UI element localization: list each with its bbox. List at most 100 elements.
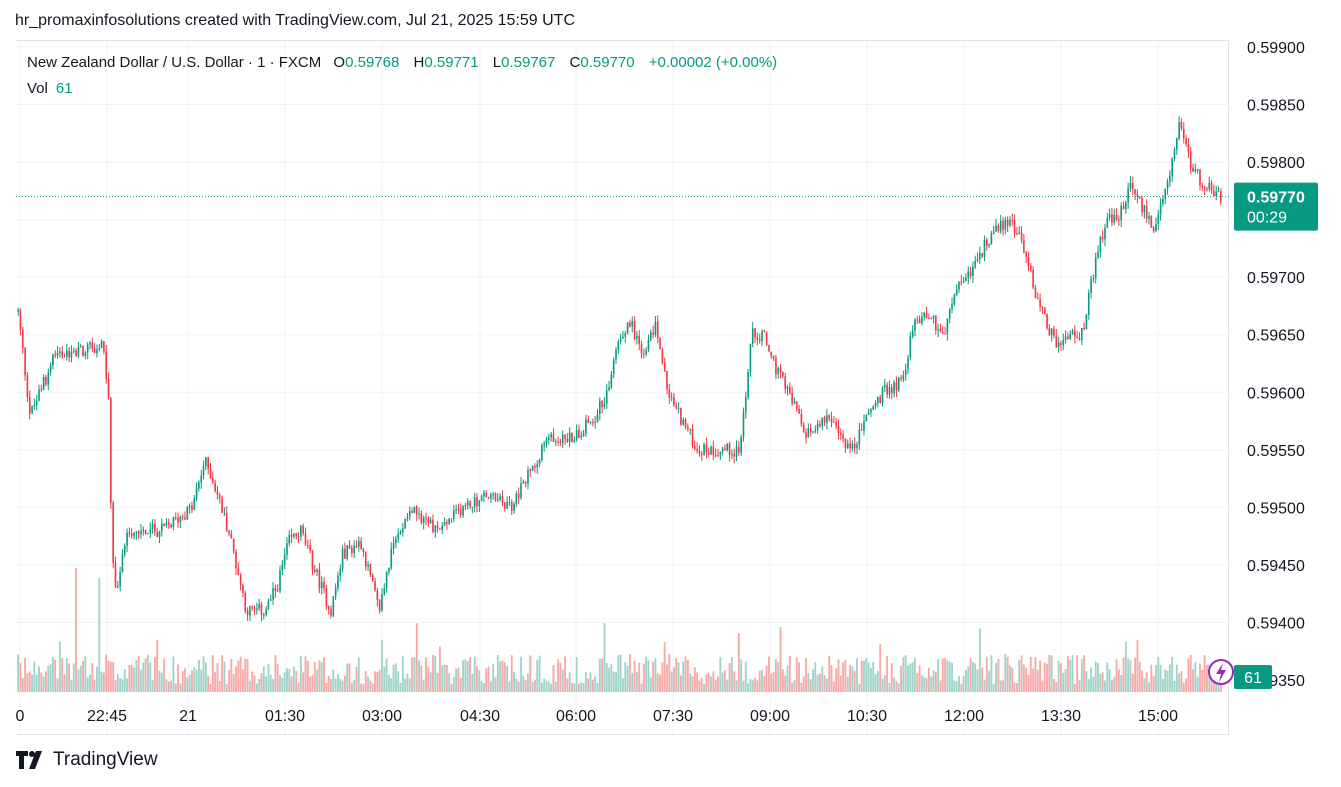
volume-bar [151, 679, 154, 692]
volume-bar [515, 678, 518, 692]
volume-bar [267, 663, 270, 692]
candle-body [262, 614, 265, 616]
volume-bar [888, 682, 891, 692]
candle-body [269, 599, 272, 601]
candle-body [1106, 217, 1109, 228]
candle-body [68, 350, 70, 358]
candle-body [911, 330, 914, 337]
volume-bar [337, 674, 339, 692]
candle-body [865, 414, 868, 422]
volume-bar [35, 674, 38, 692]
volume-bar [865, 657, 868, 692]
volume-bar [510, 655, 513, 692]
volume-bar [1192, 669, 1194, 692]
volume-bar [860, 660, 863, 692]
candle-body [893, 382, 895, 394]
volume-bar [772, 672, 775, 692]
candle-body [751, 328, 754, 344]
candle-body [605, 390, 608, 404]
volume-bar [976, 669, 979, 692]
volume-bar [323, 657, 325, 692]
candle-body [793, 401, 796, 404]
candle-body [28, 396, 31, 414]
volume-bar [934, 672, 937, 692]
volume-bar [1015, 683, 1018, 692]
chart-pane[interactable] [16, 40, 1229, 735]
volume-bar [33, 661, 36, 692]
volume-bar [566, 678, 569, 692]
volume-bar [91, 663, 94, 692]
volume-bar [777, 662, 780, 692]
volume-bar [142, 662, 145, 692]
candle-body [225, 512, 228, 531]
volume-bar [1048, 655, 1051, 692]
candle-body [137, 531, 140, 535]
volume-bar [874, 674, 877, 692]
volume-bar [853, 670, 856, 692]
chart-header: hr_promaxinfosolutions created with Trad… [15, 12, 576, 29]
candle-body [826, 415, 828, 423]
volume-bar [575, 657, 578, 692]
volume-bar [578, 683, 580, 692]
volume-bar [1090, 667, 1092, 692]
candle-body [728, 443, 731, 455]
candle-body [983, 239, 986, 257]
candle-body [999, 221, 1002, 232]
candle-body [205, 457, 207, 467]
candle-body [17, 309, 19, 312]
candle-body [809, 428, 812, 433]
candle-body [1043, 307, 1046, 315]
candle-body [1178, 122, 1180, 139]
volume-bar [927, 667, 930, 692]
volume-bar [812, 669, 814, 692]
volume-bar [367, 676, 369, 692]
volume-bar [582, 683, 585, 692]
candle-body [649, 332, 652, 340]
candle-body [598, 401, 601, 415]
candle-body [661, 349, 664, 363]
candle-body [1030, 265, 1032, 270]
candle-body [485, 492, 488, 498]
candle-body [967, 271, 970, 278]
candle-body [895, 382, 898, 391]
volume-bar [406, 673, 409, 692]
volume-bar [265, 676, 268, 692]
candle-body [330, 609, 332, 616]
volume-bar [61, 658, 64, 692]
volume-bar [485, 668, 488, 692]
candle-body [93, 348, 96, 354]
candle-body [327, 606, 330, 610]
candle-body [990, 233, 993, 245]
volume-label[interactable]: Vol [27, 80, 48, 97]
volume-bar [598, 658, 601, 692]
volume-bar [165, 679, 168, 692]
candle-body [779, 367, 782, 373]
candle-body [795, 401, 798, 409]
candle-body [1192, 167, 1194, 172]
volume-bar [552, 665, 555, 692]
symbol-title[interactable]: New Zealand Dollar / U.S. Dollar · 1 · F… [27, 54, 322, 71]
volume-bar [388, 674, 390, 692]
footer-brand[interactable]: TradingView [16, 749, 158, 771]
candle-body [758, 339, 761, 342]
candle-body [724, 448, 726, 451]
candle-body [617, 341, 620, 350]
volume-bar [339, 679, 342, 692]
candle-body [951, 304, 953, 309]
candle-body [663, 362, 666, 372]
candle-body [392, 543, 395, 549]
candle-body [594, 421, 596, 423]
candle-body [126, 532, 128, 546]
candle-body [1025, 252, 1027, 257]
volume-bar [114, 680, 117, 692]
volume-bar [967, 666, 970, 692]
candle-body [448, 518, 450, 524]
candle-body [1060, 342, 1062, 345]
volume-bar [983, 679, 986, 692]
candle-body [59, 351, 61, 353]
volume-bar [119, 678, 122, 692]
candle-body [849, 443, 851, 449]
volume-bar [457, 667, 460, 692]
volume-bar [948, 661, 951, 692]
